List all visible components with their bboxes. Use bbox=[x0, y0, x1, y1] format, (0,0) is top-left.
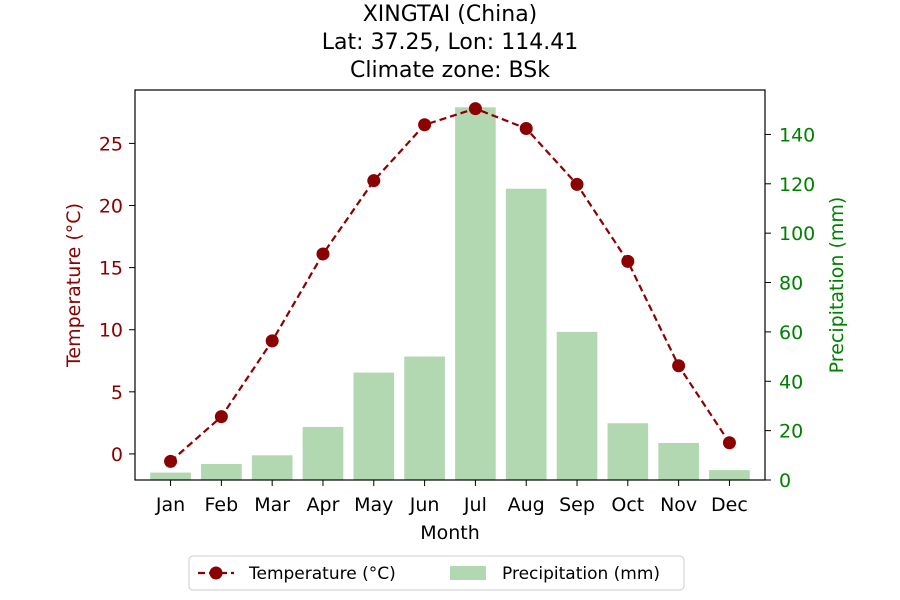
precipitation-bar-oct bbox=[607, 423, 649, 480]
precipitation-bar-nov bbox=[658, 442, 699, 480]
plot-frame bbox=[134, 89, 766, 481]
precipitation-bar-aug bbox=[505, 188, 547, 480]
precipitation-bar-sep bbox=[556, 331, 598, 480]
temperature-point-nov bbox=[672, 359, 686, 373]
precipitation-bar-feb bbox=[201, 463, 242, 480]
temperature-tick-label: 25 bbox=[99, 133, 123, 155]
month-tick-label-oct: Oct bbox=[611, 494, 644, 516]
month-tick-label-jun: Jun bbox=[409, 494, 440, 516]
precipitation-bar-dec bbox=[709, 470, 750, 480]
temperature-point-aug bbox=[519, 122, 533, 136]
legend-temperature-label: Temperature (°C) bbox=[248, 564, 396, 584]
month-axis-ticks: Jan Feb Mar Apr May Jun Jul Aug Sep Oct Nov Dec bbox=[155, 480, 748, 516]
chart-title: XINGTAI (China) Lat: 37.25, Lon: 114.41 … bbox=[322, 2, 578, 83]
temperature-point-jun bbox=[418, 118, 432, 132]
precipitation-tick-label: 140 bbox=[779, 124, 815, 146]
temperature-series bbox=[164, 102, 736, 468]
temperature-axis-ticks: 0 5 10 15 20 25 bbox=[99, 133, 135, 466]
precipitation-bar-may bbox=[353, 372, 395, 480]
precipitation-tick-label: 60 bbox=[779, 322, 803, 344]
temperature-tick-label: 15 bbox=[99, 258, 123, 280]
temperature-tick-label: 5 bbox=[111, 382, 123, 404]
temperature-tick-label: 10 bbox=[99, 320, 123, 342]
precipitation-tick-label: 0 bbox=[779, 470, 791, 492]
temperature-point-apr bbox=[316, 247, 330, 261]
temperature-axis-title: Temperature (°C) bbox=[63, 203, 85, 368]
precipitation-bars bbox=[150, 107, 750, 481]
precipitation-tick-label: 40 bbox=[779, 371, 803, 393]
precipitation-axis-ticks: 0 20 40 60 80 100 120 140 bbox=[765, 124, 815, 492]
legend-precipitation-swatch bbox=[450, 566, 486, 580]
temperature-tick-label: 0 bbox=[111, 444, 123, 466]
month-tick-label-nov: Nov bbox=[660, 494, 697, 516]
month-tick-label-feb: Feb bbox=[205, 494, 239, 516]
month-tick-label-sep: Sep bbox=[559, 494, 595, 516]
month-tick-label-dec: Dec bbox=[711, 494, 748, 516]
month-tick-label-jan: Jan bbox=[155, 494, 185, 516]
temperature-point-dec bbox=[722, 436, 736, 450]
month-tick-label-aug: Aug bbox=[508, 494, 545, 516]
temperature-point-jan bbox=[164, 454, 178, 468]
temperature-line bbox=[169, 107, 731, 463]
precipitation-bar-mar bbox=[251, 455, 293, 480]
month-tick-label-mar: Mar bbox=[254, 494, 290, 516]
legend-box bbox=[188, 555, 685, 591]
chart-legend: Temperature (°C) Precipitation (mm) bbox=[188, 555, 685, 591]
precipitation-tick-label: 20 bbox=[779, 421, 803, 443]
temperature-tick-label: 20 bbox=[99, 196, 123, 218]
precipitation-bar-apr bbox=[302, 426, 344, 480]
precipitation-tick-label: 80 bbox=[779, 273, 803, 295]
month-tick-label-jul: Jul bbox=[463, 494, 487, 516]
temperature-point-may bbox=[367, 174, 381, 188]
title-line-climate-zone: Climate zone: BSk bbox=[350, 58, 550, 83]
temperature-point-oct bbox=[621, 254, 635, 268]
temperature-point-jul bbox=[468, 102, 482, 116]
precipitation-bar-jun bbox=[404, 356, 445, 480]
title-line-city: XINGTAI (China) bbox=[363, 2, 538, 27]
temperature-point-feb bbox=[214, 410, 228, 424]
month-tick-label-apr: Apr bbox=[307, 494, 340, 516]
legend-precipitation-label: Precipitation (mm) bbox=[502, 564, 660, 584]
x-axis-title: Month bbox=[420, 522, 480, 544]
precipitation-axis-title: Precipitation (mm) bbox=[826, 197, 848, 374]
title-line-coordinates: Lat: 37.25, Lon: 114.41 bbox=[322, 30, 578, 55]
precipitation-bar-jul bbox=[455, 107, 496, 481]
precipitation-bar-jan bbox=[150, 472, 191, 480]
precipitation-tick-label: 120 bbox=[779, 174, 815, 196]
temperature-point-mar bbox=[265, 334, 279, 348]
legend-temperature-marker-swatch bbox=[209, 566, 223, 580]
precipitation-tick-label: 100 bbox=[779, 223, 815, 245]
temperature-point-sep bbox=[570, 177, 584, 191]
month-tick-label-may: May bbox=[354, 494, 393, 516]
